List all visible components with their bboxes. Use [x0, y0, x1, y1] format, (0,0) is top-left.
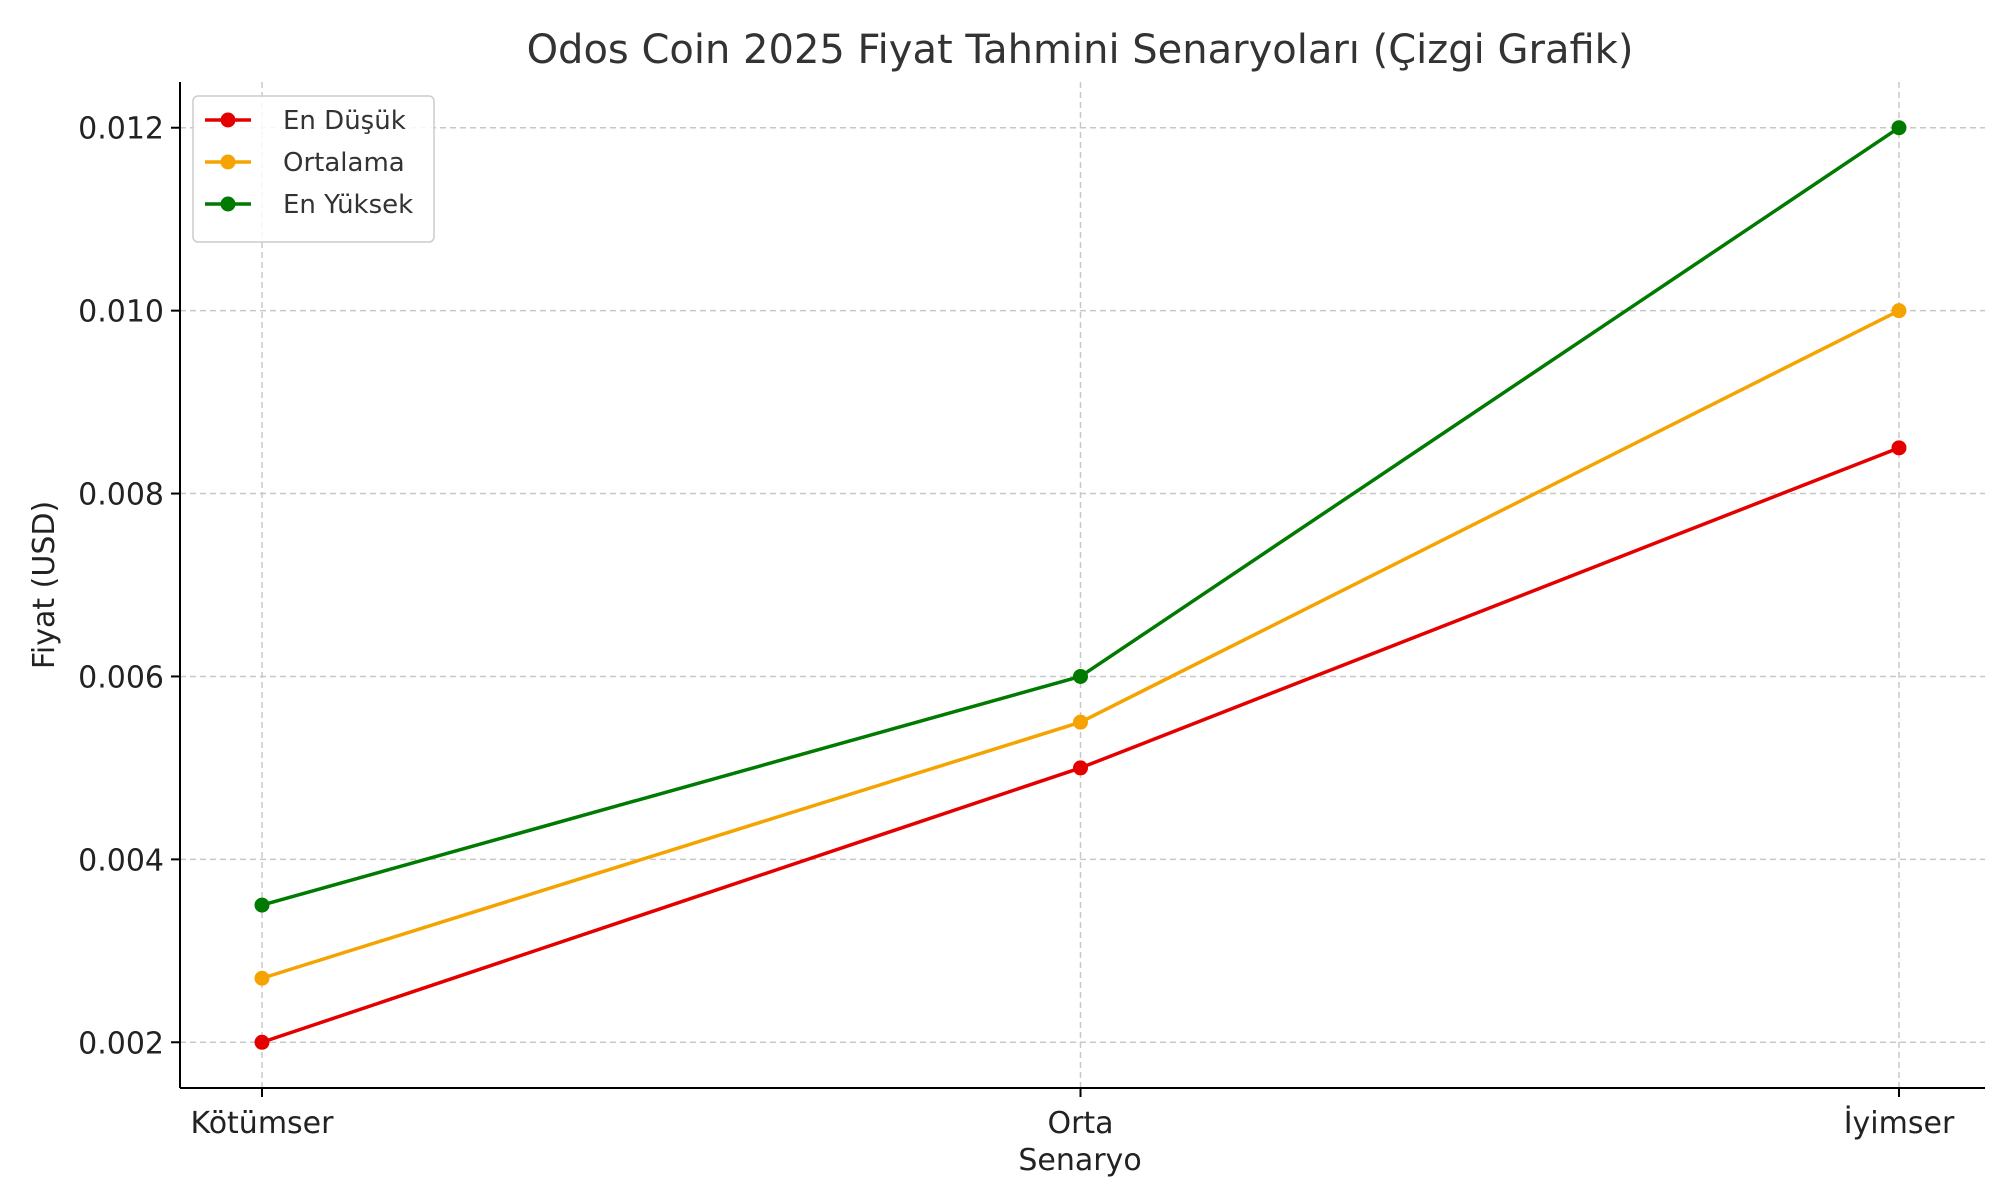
- data-point: [254, 1034, 270, 1050]
- data-point: [254, 897, 270, 913]
- x-tick-label: İyimser: [1844, 1105, 1955, 1141]
- y-tick-label: 0.010: [78, 295, 164, 330]
- y-tick-label: 0.004: [78, 843, 164, 878]
- legend-label: Ortalama: [283, 148, 405, 178]
- chart-title: Odos Coin 2025 Fiyat Tahmini Senaryoları…: [527, 27, 1634, 73]
- y-tick-label: 0.002: [78, 1026, 164, 1061]
- data-point: [1073, 668, 1088, 684]
- legend-item: En Yüksek: [205, 190, 413, 220]
- y-tick-label: 0.008: [78, 478, 164, 513]
- x-tick-label: Orta: [1047, 1106, 1113, 1141]
- y-axis-label: Fiyat (USD): [27, 501, 62, 669]
- series: [254, 120, 1907, 1050]
- tick-labels: 0.002 0.004 0.006 0.008 0.010 0.012 Kötümser Or…: [78, 112, 1955, 1141]
- x-tick-label: Kötümser: [191, 1106, 335, 1141]
- series-group: [254, 440, 1907, 1050]
- legend-label: En Düşük: [283, 106, 406, 136]
- legend-swatch-marker: [220, 196, 236, 212]
- data-point: [1073, 760, 1088, 776]
- y-tick-label: 0.012: [78, 112, 164, 147]
- legend-box: [192, 95, 435, 243]
- data-point: [254, 970, 270, 986]
- legend-item: En Düşük: [205, 106, 406, 136]
- y-tick-label: 0.006: [78, 660, 164, 695]
- legend-label: En Yüksek: [283, 190, 413, 220]
- grid: [180, 82, 1985, 1088]
- legend-item: Ortalama: [205, 148, 405, 178]
- series-group: [254, 303, 1907, 986]
- x-axis-label: Senaryo: [1018, 1143, 1141, 1178]
- data-point: [1891, 303, 1907, 319]
- data-point: [1891, 440, 1907, 456]
- legend-swatch-marker: [220, 154, 236, 170]
- series-group: [254, 120, 1907, 913]
- axes: [179, 82, 1985, 1089]
- legend: En Düşük Ortalama En Yüksek: [192, 95, 435, 243]
- legend-swatch-marker: [220, 112, 236, 128]
- data-point: [1891, 120, 1907, 136]
- data-point: [1073, 714, 1088, 730]
